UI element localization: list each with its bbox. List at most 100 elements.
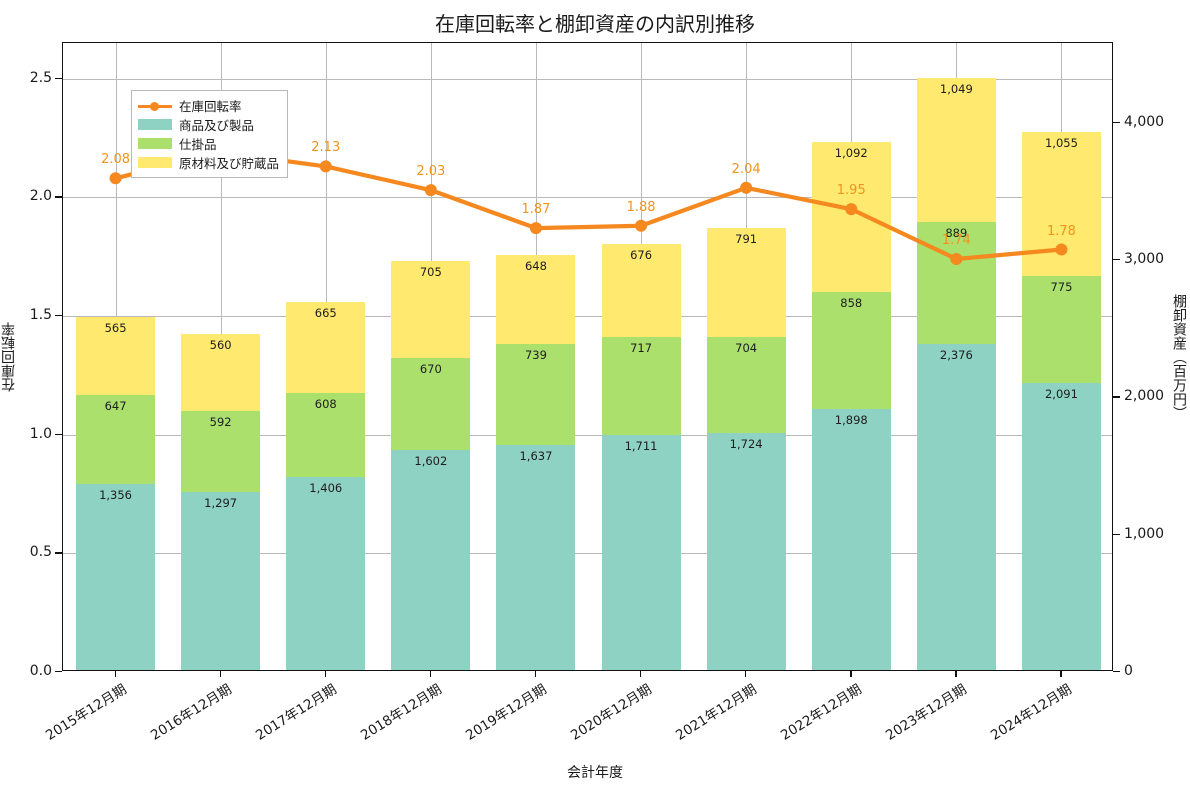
x-axis-tick-label: 2018年12月期 bbox=[357, 681, 445, 744]
bar-segment[interactable]: 775 bbox=[1021, 276, 1101, 383]
bar-group[interactable]: 2,091 775 1,055 bbox=[1021, 41, 1101, 670]
bar-segment[interactable]: 647 bbox=[76, 394, 156, 484]
bar-segment[interactable]: 648 bbox=[496, 254, 576, 344]
x-axis-tick-label: 2020年12月期 bbox=[568, 681, 655, 744]
legend-item-label: 商品及び製品 bbox=[179, 118, 255, 133]
x-axis-tick-mark bbox=[1060, 671, 1062, 677]
ratio-point[interactable] bbox=[319, 160, 332, 173]
bar-segment-value: 608 bbox=[314, 397, 337, 412]
bar-segment[interactable]: 670 bbox=[391, 358, 471, 450]
bar-group[interactable]: 1,297 592 560 bbox=[181, 41, 261, 670]
ratio-value-label: 2.03 bbox=[416, 164, 446, 180]
bar-segment-value: 676 bbox=[630, 247, 653, 262]
ratio-value-label: 1.88 bbox=[626, 199, 656, 215]
bar-segment[interactable]: 791 bbox=[706, 227, 786, 337]
bar-group[interactable]: 1,356 647 565 bbox=[76, 41, 156, 670]
bar-segment[interactable]: 889 bbox=[916, 221, 996, 344]
right-axis-tick-label: 4,000 bbox=[1124, 113, 1165, 130]
bar-segment[interactable]: 1,711 bbox=[601, 435, 681, 670]
x-axis-tick-mark bbox=[534, 671, 537, 677]
left-axis-tick-label: 2.0 bbox=[29, 188, 52, 205]
legend-item[interactable]: 原材料及び貯蔵品 bbox=[138, 153, 279, 172]
left-axis-tick-label: 1.0 bbox=[29, 425, 52, 442]
legend-item[interactable]: 商品及び製品 bbox=[138, 115, 279, 134]
x-axis-tick-mark bbox=[219, 671, 221, 677]
bar-segment[interactable]: 1,092 bbox=[811, 141, 891, 292]
bar-group[interactable]: 1,711 717 676 bbox=[601, 41, 681, 670]
ratio-value-label: 1.87 bbox=[521, 202, 551, 218]
bar-segment[interactable]: 665 bbox=[286, 302, 366, 394]
left-axis: 0.0 0.5 1.0 1.5 2.0 2.5 bbox=[0, 42, 62, 679]
bar-segment[interactable]: 1,297 bbox=[181, 491, 261, 670]
right-axis-label: 棚卸資産（百万円） bbox=[1168, 42, 1190, 671]
bar-segment[interactable]: 2,376 bbox=[916, 343, 996, 670]
bar-group[interactable]: 1,406 608 665 bbox=[286, 41, 366, 670]
bar-segment[interactable]: 565 bbox=[76, 317, 156, 395]
ratio-point[interactable] bbox=[109, 172, 122, 185]
ratio-point[interactable] bbox=[529, 222, 542, 235]
ratio-point[interactable] bbox=[1055, 243, 1068, 256]
ratio-value-label: 2.13 bbox=[311, 140, 341, 156]
plot-area: 1,356 647 565 1,297 592 560 1,406 608 665 1,602 67… bbox=[62, 42, 1113, 671]
bar-segment-value: 775 bbox=[1050, 280, 1073, 295]
bar-segment[interactable]: 608 bbox=[286, 393, 366, 477]
chart-legend[interactable]: 在庫回転率商品及び製品 仕掛品 原材料及び貯蔵品 bbox=[131, 90, 289, 178]
bar-segment[interactable]: 1,898 bbox=[811, 409, 891, 670]
legend-line-marker-icon bbox=[138, 100, 172, 111]
bar-segment-value: 705 bbox=[419, 265, 442, 280]
x-axis-tick-mark bbox=[955, 671, 957, 677]
bar-segment[interactable]: 560 bbox=[181, 333, 261, 411]
bar-segment[interactable]: 592 bbox=[181, 410, 261, 492]
bar-segment[interactable]: 2,091 bbox=[1021, 382, 1101, 670]
ratio-point[interactable] bbox=[424, 184, 437, 197]
left-axis-tick-mark bbox=[55, 433, 62, 435]
bar-segment[interactable]: 1,602 bbox=[391, 450, 471, 670]
gridline-horizontal bbox=[63, 315, 1112, 317]
bar-segment-value: 1,297 bbox=[204, 495, 238, 510]
bar-group[interactable]: 1,602 670 705 bbox=[391, 41, 471, 670]
left-axis-tick-label: 0.0 bbox=[29, 663, 52, 679]
bar-segment[interactable]: 1,356 bbox=[76, 483, 156, 670]
bar-segment[interactable]: 676 bbox=[601, 243, 681, 337]
bar-segment-value: 791 bbox=[735, 231, 758, 246]
bar-segment[interactable]: 1,637 bbox=[496, 445, 576, 670]
bar-segment[interactable]: 1,049 bbox=[916, 77, 996, 222]
x-axis-label: 会計年度 bbox=[567, 765, 623, 781]
left-axis-tick-label: 1.5 bbox=[29, 306, 52, 323]
bar-segment[interactable]: 705 bbox=[391, 261, 471, 358]
bar-segment[interactable]: 704 bbox=[706, 336, 786, 434]
bar-segment[interactable]: 1,406 bbox=[286, 476, 366, 670]
ratio-point[interactable] bbox=[845, 203, 858, 216]
bar-segment[interactable]: 1,724 bbox=[706, 433, 786, 670]
bar-segment[interactable]: 717 bbox=[601, 336, 681, 436]
x-axis-tick-label: 2015年12月期 bbox=[42, 681, 130, 744]
legend-swatch-icon bbox=[138, 157, 172, 168]
right-axis-tick-mark bbox=[1113, 258, 1120, 261]
bar-group[interactable]: 1,724 704 791 bbox=[706, 41, 786, 670]
ratio-point[interactable] bbox=[635, 219, 648, 232]
legend-swatch-icon bbox=[138, 138, 172, 149]
x-axis-tick-label: 2016年12月期 bbox=[147, 681, 235, 744]
ratio-point[interactable] bbox=[950, 253, 963, 265]
ratio-value-label: 2.08 bbox=[101, 152, 131, 168]
bar-group[interactable]: 2,376 889 1,049 bbox=[916, 41, 996, 670]
bar-segment-value: 565 bbox=[104, 321, 127, 336]
bar-segment-value: 2,091 bbox=[1044, 386, 1078, 401]
bar-group[interactable]: 1,637 739 648 bbox=[496, 41, 576, 670]
legend-item[interactable]: 在庫回転率 bbox=[138, 96, 279, 115]
right-axis-tick-label: 0 bbox=[1124, 663, 1133, 679]
bar-group[interactable]: 1,898 858 1,092 bbox=[811, 41, 891, 670]
ratio-value-label: 2.04 bbox=[731, 161, 761, 177]
bar-segment-value: 670 bbox=[419, 362, 442, 376]
ratio-point[interactable] bbox=[740, 181, 753, 194]
bar-segment[interactable]: 858 bbox=[811, 291, 891, 410]
legend-item-label: 仕掛品 bbox=[179, 137, 217, 152]
bar-segment-value: 560 bbox=[209, 337, 232, 352]
legend-item[interactable]: 仕掛品 bbox=[138, 134, 279, 153]
left-axis-tick-mark bbox=[55, 314, 62, 317]
bar-segment[interactable]: 739 bbox=[496, 343, 576, 446]
left-axis-tick-mark bbox=[55, 77, 62, 79]
x-axis-tick-label: 2024年12月期 bbox=[988, 681, 1076, 744]
right-axis-tick-mark bbox=[1113, 671, 1120, 673]
left-axis-tick-label: 2.5 bbox=[29, 69, 52, 86]
